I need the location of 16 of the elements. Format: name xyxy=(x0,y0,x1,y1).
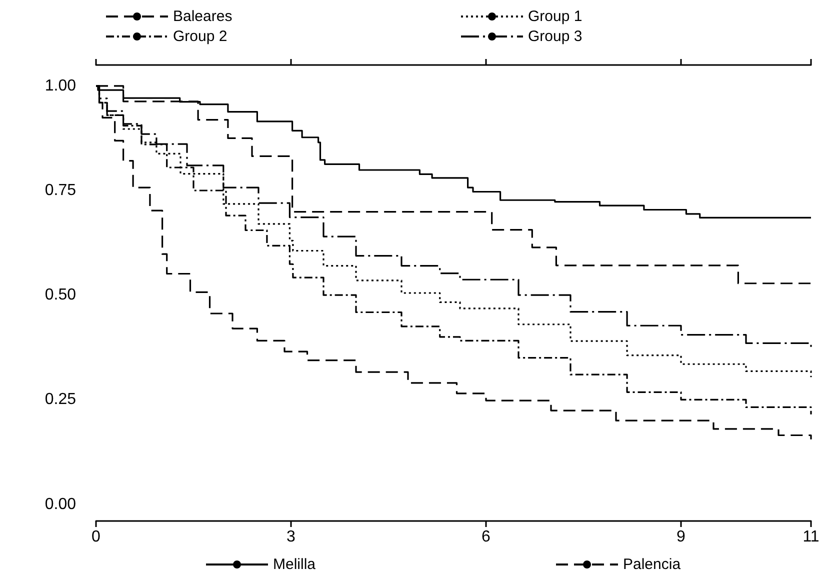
x-tick-label: 11 xyxy=(802,528,820,546)
x-tick-label: 9 xyxy=(676,528,686,546)
y-tick-label: 0.75 xyxy=(44,182,76,200)
legend-label: Palencia xyxy=(623,556,682,573)
legend-label: Melilla xyxy=(273,556,316,573)
y-tick-label: 0.50 xyxy=(44,286,76,304)
x-tick-label: 0 xyxy=(92,528,101,546)
legend-label: Baleares xyxy=(173,8,232,25)
y-tick-label: 1.00 xyxy=(44,77,76,94)
x-tick-label: 3 xyxy=(286,528,296,546)
legend-label: Group 1 xyxy=(528,8,582,25)
y-tick-label: 0.00 xyxy=(44,496,76,513)
x-tick-label: 6 xyxy=(482,528,491,546)
y-tick-label: 0.25 xyxy=(44,391,76,408)
legend-label: Group 3 xyxy=(528,28,582,45)
legend-label: Group 2 xyxy=(173,28,228,45)
